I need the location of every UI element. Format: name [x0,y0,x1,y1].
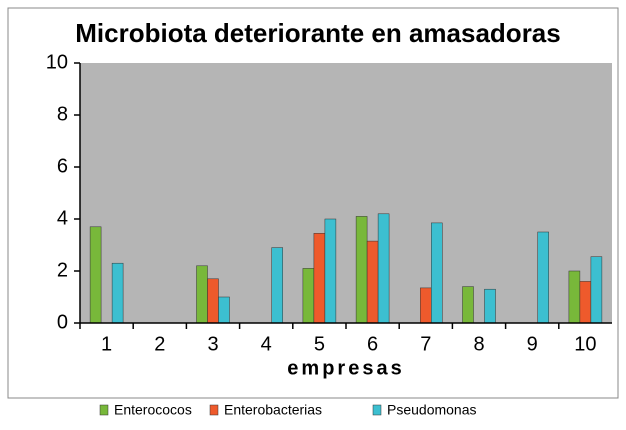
x-tick-label: 10 [574,333,596,355]
bar [431,222,443,324]
chart-title: Microbiota deteriorante en amasadoras [75,18,560,48]
legend-label: Enterococos [114,402,192,418]
y-tick-label: 8 [57,103,68,125]
x-tick-label: 1 [101,333,112,355]
x-tick-label: 9 [527,333,538,355]
bar [302,268,315,324]
y-tick-label: 0 [57,311,68,333]
x-tick-label: 3 [207,333,218,355]
x-tick-label: 4 [261,333,272,355]
bar [366,240,379,324]
legend-swatch [372,404,382,416]
x-axis-label: empresas [287,357,404,379]
legend-swatch [209,404,219,416]
bar [420,287,432,324]
bar [324,218,337,324]
bar [355,216,368,324]
bar [568,270,581,324]
y-tick-label: 2 [57,259,68,281]
x-tick-label: 6 [367,333,378,355]
plot-area [80,63,612,323]
bar [590,256,603,324]
y-tick-label: 6 [57,155,68,177]
legend-swatch [99,404,109,416]
legend-label: Pseudomonas [387,402,477,418]
x-tick-label: 7 [420,333,431,355]
bar [207,278,219,324]
x-tick-label: 2 [154,333,165,355]
y-tick-label: 4 [57,207,68,229]
bar [218,296,230,324]
bar [313,233,326,324]
x-tick-label: 5 [314,333,325,355]
bar [537,231,549,324]
bar [484,288,496,324]
bar [377,213,390,324]
bar [462,286,474,324]
y-tick-label: 10 [46,51,68,73]
bar [89,226,102,324]
bar [196,265,208,324]
legend-label: Enterobacterias [224,402,322,418]
bar [271,247,283,324]
bar [579,281,592,324]
x-tick-label: 8 [473,333,484,355]
bar [111,262,124,324]
